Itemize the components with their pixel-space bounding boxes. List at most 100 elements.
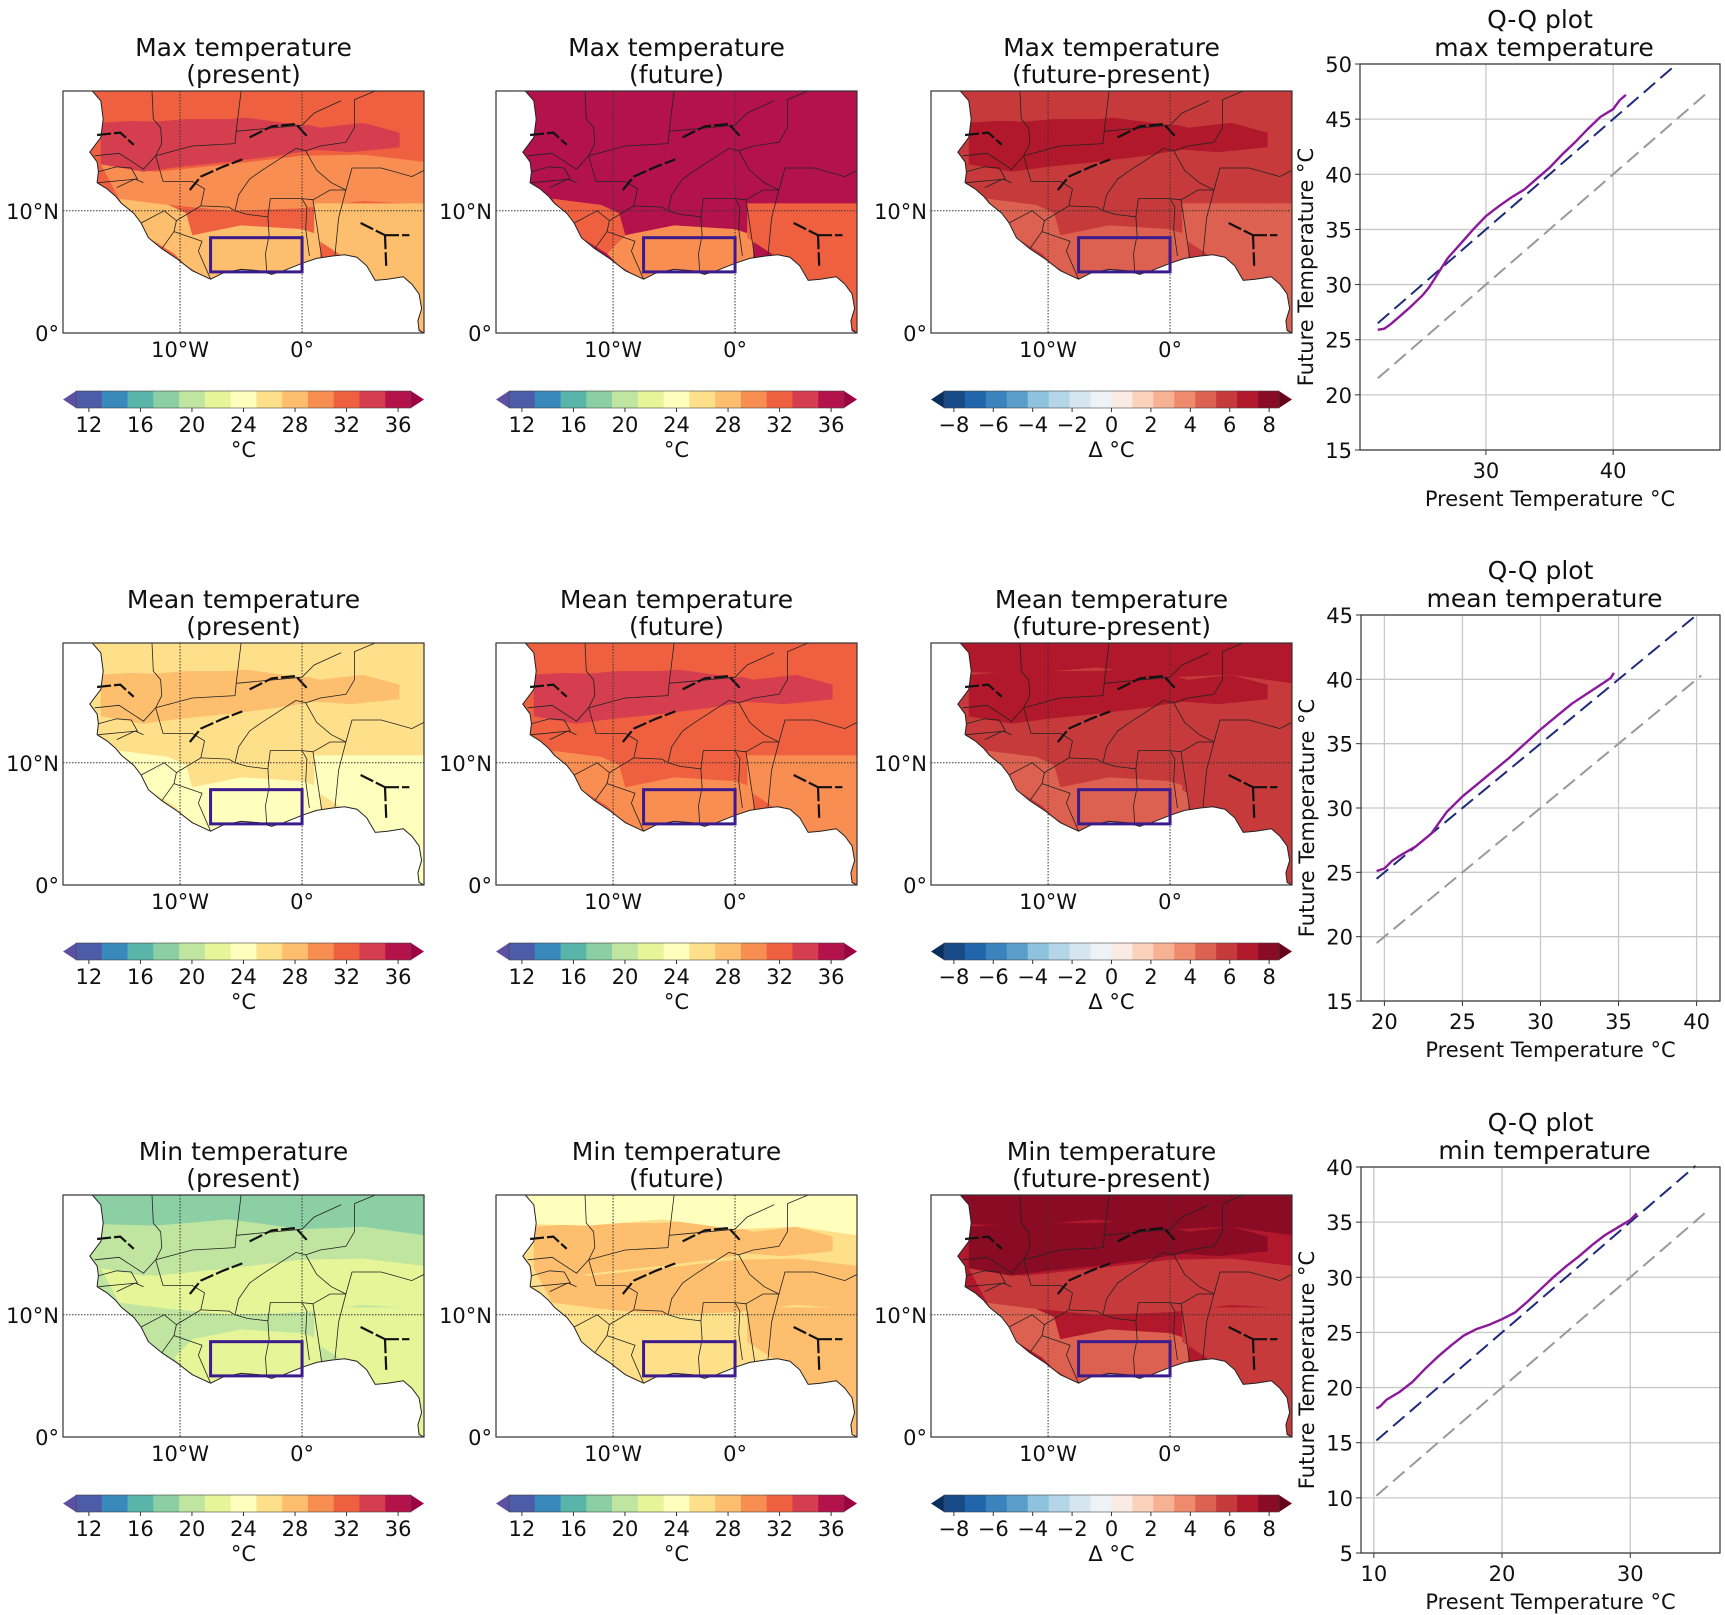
colorbar-bin — [1216, 943, 1238, 960]
country-border — [1102, 1251, 1215, 1315]
colorbar-tick-label: 16 — [127, 1517, 154, 1541]
river-line — [383, 787, 388, 818]
colorbar-label: °C — [664, 438, 689, 462]
colorbar-bin — [534, 1495, 562, 1512]
lat-tick-label: 10°N — [6, 1304, 59, 1328]
colorbar-tick-label: 28 — [715, 413, 742, 437]
qq-ytick-label: 15 — [1325, 439, 1352, 463]
colorbar-tick-label: −6 — [978, 1517, 1009, 1541]
colorbar-bin — [1006, 1495, 1029, 1512]
qq-ytick-label: 30 — [1325, 274, 1352, 298]
colorbar-bin — [612, 1495, 639, 1512]
field-region-sahel-band — [968, 1219, 1268, 1276]
colorbar-over-arrow — [411, 1495, 424, 1512]
colorbar-bin — [1027, 943, 1050, 960]
colorbar-bin — [282, 1495, 309, 1512]
field-region-sahel-band — [968, 115, 1268, 172]
colorbar-bin — [1069, 391, 1092, 408]
colorbar-tick-label: 16 — [127, 965, 154, 989]
colorbar-bin — [1237, 943, 1259, 960]
colorbar-tick-label: 36 — [818, 1517, 845, 1541]
river-line — [793, 774, 819, 789]
country-border — [984, 1282, 1012, 1292]
river-line — [96, 1235, 135, 1250]
country-border — [1023, 707, 1073, 773]
field-region-guinea — [987, 198, 1061, 254]
qq-quantile-line — [1377, 93, 1627, 331]
country-border — [1173, 91, 1244, 152]
country-border — [1068, 1309, 1138, 1376]
colorbar-bin — [76, 1495, 103, 1512]
colorbar-tick-label: 6 — [1223, 1517, 1236, 1541]
colorbar-bin — [385, 1495, 412, 1512]
colorbar-bin — [333, 943, 360, 960]
region-box — [642, 1340, 737, 1378]
country-border — [94, 91, 163, 170]
map-subtitle: (future) — [629, 1164, 724, 1193]
colorbar-bin — [1237, 391, 1259, 408]
country-border — [234, 147, 347, 211]
colorbar-bin — [818, 391, 845, 408]
colorbar-tick-label: 16 — [127, 413, 154, 437]
qq-subtitle: mean temperature — [1427, 584, 1663, 613]
colorbar-tick-label: 2 — [1144, 413, 1157, 437]
map-panel-r3-c3: Min temperature(future-present) 10°W 0° 0° 1… — [874, 1137, 1293, 1566]
colorbar-tick-label: 32 — [766, 1517, 793, 1541]
colorbar-bin — [818, 1495, 845, 1512]
lon-tick-label: 10°W — [584, 1442, 642, 1466]
river-line — [793, 1326, 819, 1341]
country-border — [1041, 231, 1079, 280]
country-border — [1068, 205, 1138, 272]
field-region-sahel-band — [100, 115, 400, 172]
country-border — [531, 1270, 572, 1288]
colorbar-bin — [1006, 391, 1029, 408]
field-region-guinea — [119, 750, 193, 806]
colorbar-under-arrow — [931, 943, 944, 960]
map-subtitle: (present) — [186, 612, 301, 641]
colorbar-bin — [792, 1495, 819, 1512]
qq-ylabel: Future Temperature °C — [1294, 148, 1318, 386]
qq-ytick-label: 20 — [1326, 926, 1353, 950]
river-line — [964, 131, 1003, 146]
country-border — [633, 205, 703, 272]
colorbar-bin — [127, 1495, 154, 1512]
country-border — [778, 1271, 857, 1295]
country-border — [531, 166, 572, 184]
field-region-guinea — [119, 198, 193, 254]
colorbar-tick-label: 4 — [1184, 413, 1197, 437]
lon-tick-label: 0° — [723, 890, 747, 914]
colorbar-tick-label: 0 — [1105, 965, 1118, 989]
river-line — [1228, 222, 1254, 237]
qq-ytick-label: 25 — [1325, 329, 1352, 353]
qq-shifted-reference-line — [1375, 1165, 1697, 1442]
colorbar-tick-label: 36 — [385, 965, 412, 989]
region-box — [209, 236, 304, 274]
river-line — [360, 774, 386, 789]
colorbar-bin — [964, 943, 987, 960]
colorbar-tick-label: 12 — [76, 413, 103, 437]
field-region-far-north — [957, 91, 1292, 132]
colorbar-bin — [985, 943, 1008, 960]
country-border — [116, 730, 144, 740]
colorbar-bin — [1195, 943, 1217, 960]
lat-tick-label: 0° — [468, 874, 492, 898]
colorbar-bin — [1132, 943, 1154, 960]
colorbar-bin — [1027, 391, 1050, 408]
region-box — [209, 788, 304, 826]
river-line — [383, 235, 388, 266]
colorbar-bin — [1195, 391, 1217, 408]
country-border — [984, 730, 1012, 740]
country-border — [1023, 1259, 1073, 1325]
colorbar-bin — [153, 1495, 180, 1512]
colorbar-tick-label: 28 — [282, 1517, 309, 1541]
colorbar-over-arrow — [844, 943, 857, 960]
map-subtitle: (future-present) — [1012, 612, 1211, 641]
colorbar-bin — [1111, 391, 1133, 408]
colorbar-over-arrow — [1279, 943, 1292, 960]
lat-tick-label: 10°N — [6, 200, 59, 224]
colorbar-bin — [204, 943, 232, 960]
qq-xtick-label: 20 — [1371, 1010, 1398, 1034]
country-border — [345, 167, 424, 191]
river-line — [816, 787, 821, 818]
